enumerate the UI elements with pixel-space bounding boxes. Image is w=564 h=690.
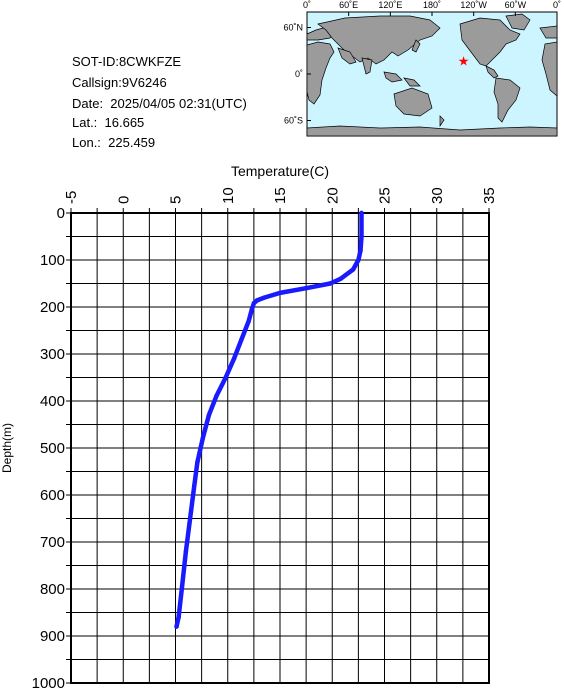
x-axis-label: Temperature(C) [231,163,329,179]
profile-point [358,248,363,253]
x-tick-label: 35 [481,187,498,204]
profile-point [200,436,205,441]
y-tick-label: 700 [40,534,65,551]
map-lat-label: 60˚N [283,23,303,33]
map-lon-label: 180˚ [423,0,441,10]
y-tick-label: 900 [40,628,65,645]
map-lon-label: 0˚ [553,0,561,10]
location-map: 0˚ 60˚E 120˚E 180˚ 120˚W 60˚W 0˚ 60˚N 0˚ 60˚S ★ [283,0,561,137]
profile-point [214,394,219,399]
map-lon-label: 120˚E [378,0,402,10]
x-tick-labels: -5 0 5 10 15 20 25 30 35 [63,187,498,204]
profile-point [206,412,212,418]
profile-point [176,615,181,620]
y-tick-label: 100 [40,252,65,269]
profile-point [231,356,237,361]
profile-point [251,301,257,306]
profile-point [350,267,356,272]
map-lat-label: 60˚S [284,116,303,126]
profile-point [187,516,193,521]
y-tick-label: 200 [40,299,65,316]
x-tick-label: 15 [272,187,289,204]
temperature-profile-line [174,210,364,629]
sot-id-label: SOT-ID:8CWKFZE [72,54,182,69]
map-land [306,13,558,137]
x-tick-label: 0 [115,196,132,204]
profile-point [327,281,333,286]
profile-point [223,375,228,380]
y-tick-label: 600 [40,487,65,504]
map-ticks [306,12,558,121]
profile-point [277,290,283,296]
y-tick-label: 400 [40,393,65,410]
profile-point [356,257,361,263]
profile-point [254,298,260,303]
chart-ticks [66,208,490,684]
chart-grid [70,212,490,684]
y-tick-label: 500 [40,440,65,457]
x-tick-label: 10 [220,187,237,204]
profile-point [179,586,184,592]
map-lon-label: 60˚E [339,0,358,10]
y-tick-labels: 0 100 200 300 400 500 600 700 800 900 1000 [32,205,65,690]
latitude-label: Lat.: 16.665 [72,115,145,130]
series-group [174,210,364,629]
profile-point [174,624,179,629]
profile-point [303,286,309,291]
map-longitude-labels: 0˚ 60˚E 120˚E 180˚ 120˚W 60˚W 0˚ [303,0,561,10]
date-label: Date: 2025/04/05 02:31(UTC) [72,96,247,111]
profile-point [249,307,254,312]
map-lat-label: 0˚ [295,69,303,79]
map-lon-label: 60˚W [505,0,527,10]
profile-point [239,337,244,343]
profile-point [192,483,197,488]
map-latitude-labels: 60˚N 0˚ 60˚S [283,23,303,126]
profile-point [262,295,267,300]
x-tick-label: 5 [168,196,185,204]
profile-point [359,210,364,216]
y-tick-label: 300 [40,346,65,363]
plot-frame [70,212,490,684]
x-tick-label: 25 [377,187,394,204]
map-lon-label: 120˚W [460,0,487,10]
x-tick-label: -5 [63,191,80,204]
location-marker: ★ [458,54,470,69]
profile-point [359,234,364,239]
profile-point [246,318,251,324]
profile-point [338,276,343,281]
y-tick-label: 0 [57,205,65,222]
profile-point [183,549,189,554]
callsign-label: Callsign:9V6246 [72,75,167,90]
y-tick-label: 1000 [32,675,65,690]
longitude-label: Lon.: 225.459 [72,135,156,150]
profile-point [195,459,200,465]
x-tick-label: 30 [429,187,446,204]
map-lon-label: 0˚ [303,0,311,10]
y-tick-label: 800 [40,581,65,598]
y-axis-label: Depth(m) [0,423,14,473]
x-tick-label: 20 [324,187,341,204]
